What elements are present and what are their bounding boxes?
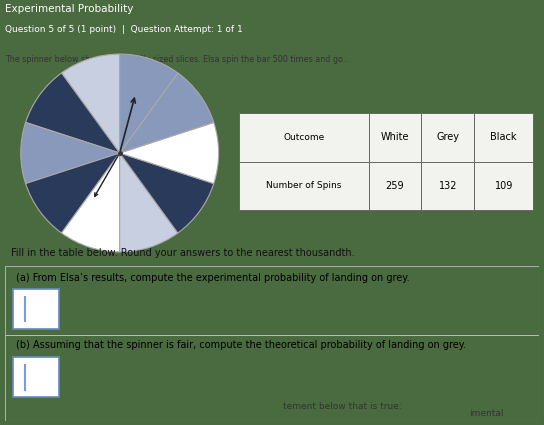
Wedge shape (61, 54, 120, 153)
Text: White: White (381, 132, 409, 142)
Text: 109: 109 (494, 181, 513, 191)
Text: Grey: Grey (436, 132, 460, 142)
Text: Black: Black (491, 132, 517, 142)
Text: 132: 132 (438, 181, 457, 191)
Wedge shape (120, 54, 178, 153)
Text: imental: imental (469, 409, 504, 418)
Wedge shape (120, 153, 214, 233)
FancyBboxPatch shape (239, 113, 369, 162)
FancyBboxPatch shape (369, 162, 422, 210)
FancyBboxPatch shape (369, 113, 422, 162)
FancyBboxPatch shape (422, 113, 474, 162)
FancyBboxPatch shape (422, 162, 474, 210)
Wedge shape (120, 73, 214, 153)
Text: Experimental Probability: Experimental Probability (5, 4, 134, 14)
FancyBboxPatch shape (474, 113, 533, 162)
Wedge shape (61, 153, 120, 252)
Wedge shape (26, 153, 120, 233)
Text: Fill in the table below. Round your answers to the nearest thousandth.: Fill in the table below. Round your answ… (11, 248, 355, 258)
Text: (b) Assuming that the spinner is fair, compute the theoretical probability of la: (b) Assuming that the spinner is fair, c… (16, 340, 466, 350)
FancyBboxPatch shape (14, 357, 59, 397)
FancyBboxPatch shape (474, 162, 533, 210)
Wedge shape (120, 122, 219, 184)
FancyBboxPatch shape (239, 162, 369, 210)
Wedge shape (26, 73, 120, 153)
Text: Question 5 of 5 (1 point)  |  Question Attempt: 1 of 1: Question 5 of 5 (1 point) | Question Att… (5, 26, 243, 34)
Text: 259: 259 (386, 181, 404, 191)
Text: tement below that is true:: tement below that is true: (283, 402, 401, 411)
Text: Outcome: Outcome (283, 133, 325, 142)
Text: The spinner below shows 10 equally sized slices. Elsa spin the bar 500 times and: The spinner below shows 10 equally sized… (5, 55, 351, 64)
Wedge shape (21, 122, 120, 184)
Text: (a) From Elsa’s results, compute the experimental probability of landing on grey: (a) From Elsa’s results, compute the exp… (16, 273, 410, 283)
Text: Number of Spins: Number of Spins (267, 181, 342, 190)
Wedge shape (120, 153, 178, 252)
FancyBboxPatch shape (14, 289, 59, 329)
